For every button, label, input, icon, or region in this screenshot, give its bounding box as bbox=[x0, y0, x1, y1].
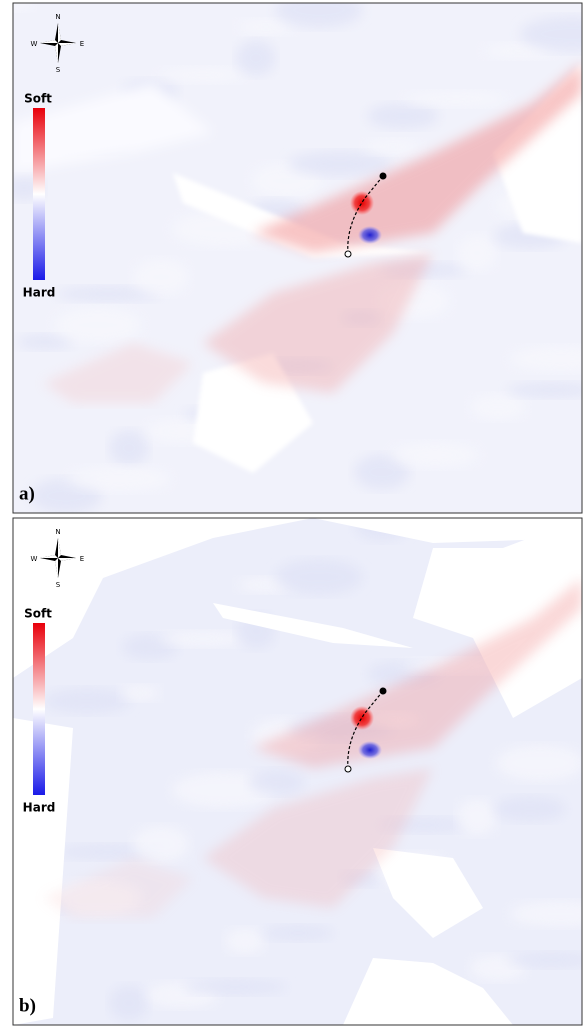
compass-s: S bbox=[56, 581, 61, 589]
no-data bbox=[373, 848, 483, 938]
soft-zone bbox=[253, 63, 582, 253]
texture bbox=[133, 259, 189, 295]
texture bbox=[133, 826, 189, 862]
texture bbox=[159, 67, 247, 83]
soft-anomaly bbox=[350, 191, 374, 215]
compass-star bbox=[40, 538, 76, 578]
texture bbox=[109, 985, 149, 1021]
compass-star bbox=[40, 23, 76, 63]
panel-label: b) bbox=[19, 995, 36, 1016]
compass-n: N bbox=[55, 13, 60, 21]
soft-zone bbox=[43, 343, 193, 403]
map bbox=[13, 3, 582, 513]
compass-n: N bbox=[55, 528, 60, 536]
texture bbox=[509, 901, 582, 927]
texture bbox=[391, 442, 479, 468]
texture bbox=[225, 928, 265, 954]
compass-w: W bbox=[31, 555, 38, 563]
no-data bbox=[13, 518, 582, 678]
texture bbox=[275, 3, 363, 28]
compass-star bbox=[40, 23, 76, 63]
texture bbox=[236, 40, 276, 76]
hard-anomaly bbox=[358, 741, 382, 759]
texture bbox=[67, 466, 171, 492]
no-data bbox=[413, 518, 582, 718]
texture bbox=[470, 394, 526, 420]
track bbox=[347, 690, 384, 770]
track-end bbox=[379, 172, 387, 180]
texture bbox=[159, 631, 247, 647]
texture bbox=[457, 235, 497, 271]
panel-label: a) bbox=[19, 483, 35, 504]
texture bbox=[496, 745, 582, 781]
legend-bottom: Hard bbox=[23, 286, 56, 300]
legend-top: Soft bbox=[24, 607, 52, 621]
texture bbox=[56, 286, 160, 302]
texture bbox=[367, 103, 439, 129]
texture bbox=[120, 685, 160, 701]
soft-anomaly bbox=[350, 706, 374, 730]
color-bar bbox=[33, 623, 45, 795]
texture bbox=[520, 16, 582, 52]
hard-anomaly bbox=[358, 226, 382, 244]
texture bbox=[507, 952, 582, 968]
no-data bbox=[343, 958, 513, 1025]
compass-w: W bbox=[31, 40, 38, 48]
texture bbox=[288, 151, 392, 177]
texture bbox=[238, 19, 294, 35]
frame bbox=[12, 517, 583, 1026]
texture bbox=[17, 334, 73, 350]
texture bbox=[109, 430, 149, 466]
texture bbox=[509, 346, 582, 372]
legend-top: Soft bbox=[24, 92, 52, 106]
texture bbox=[183, 979, 287, 995]
texture bbox=[13, 3, 33, 11]
track bbox=[347, 175, 384, 255]
no-data bbox=[13, 718, 73, 1025]
track-end bbox=[379, 687, 387, 695]
soft-zone bbox=[43, 858, 193, 918]
texture bbox=[354, 454, 410, 490]
soft-zone bbox=[203, 253, 433, 393]
color-bar bbox=[33, 108, 45, 280]
track-start bbox=[344, 765, 352, 773]
soft-zone bbox=[203, 768, 433, 908]
map-panel: N S W E Soft Hard a) bbox=[12, 2, 583, 514]
soft-zone bbox=[253, 578, 582, 768]
map-panel: N S W E Soft Hard b) bbox=[12, 517, 583, 1026]
map-background bbox=[13, 3, 582, 513]
texture bbox=[249, 769, 305, 795]
no-data bbox=[13, 83, 213, 173]
compass-s: S bbox=[56, 66, 61, 74]
texture bbox=[262, 925, 334, 941]
texture bbox=[43, 688, 131, 714]
legend-bottom: Hard bbox=[23, 801, 56, 815]
track-start bbox=[344, 250, 352, 258]
frame bbox=[12, 2, 583, 514]
texture bbox=[365, 139, 421, 155]
texture bbox=[275, 559, 363, 595]
compass-e: E bbox=[80, 555, 84, 563]
texture bbox=[404, 91, 508, 107]
compass-star bbox=[40, 538, 76, 578]
texture bbox=[494, 796, 566, 822]
texture bbox=[54, 307, 142, 343]
texture bbox=[507, 382, 582, 398]
no-data bbox=[213, 603, 413, 648]
compass-e: E bbox=[80, 40, 84, 48]
map bbox=[13, 518, 582, 1025]
texture bbox=[457, 799, 497, 835]
